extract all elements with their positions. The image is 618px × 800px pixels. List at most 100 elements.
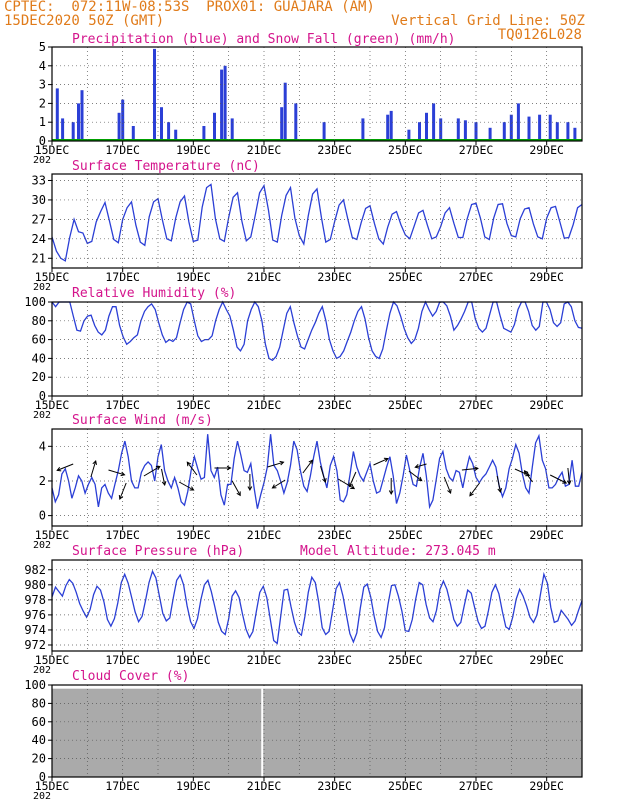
x-tick-label: 21DEC — [247, 398, 282, 412]
y-tick-label: 60 — [32, 333, 46, 347]
panel-frame — [51, 46, 583, 142]
x-tick-label: 29DEC — [529, 528, 564, 542]
x-tick-label: 27DEC — [459, 398, 494, 412]
wind-arrow-head — [226, 465, 232, 471]
precip-bar — [160, 107, 163, 141]
precip-bar — [548, 114, 552, 141]
wind-arrow-head — [497, 488, 503, 494]
precip-bar — [418, 122, 421, 141]
x-tick-label: 27DEC — [459, 779, 494, 793]
x-tick-label: 15DEC — [35, 398, 70, 412]
wind-arrow-head — [388, 490, 394, 496]
precip-bar — [566, 122, 570, 141]
panel-title: Relative Humidity (%) — [72, 286, 236, 301]
y-tick-label: 0 — [39, 770, 46, 784]
y-tick-label: 4 — [39, 59, 46, 73]
wind-arrow-head — [566, 480, 572, 486]
y-tick-label: 40 — [32, 733, 46, 747]
y-tick-label: 972 — [24, 638, 46, 652]
wind-arrow — [119, 482, 127, 500]
precip-bar — [439, 118, 443, 141]
x-year-label: 202 — [33, 540, 51, 551]
precip-bar — [61, 118, 65, 141]
x-tick-label: 27DEC — [459, 143, 494, 157]
wind-arrow-head — [155, 465, 161, 471]
x-tick-label: 25DEC — [388, 653, 423, 667]
x-tick-label: 19DEC — [176, 779, 211, 793]
precip-bar — [174, 129, 178, 141]
y-tick-label: 5 — [39, 40, 46, 54]
precip-bar — [294, 103, 298, 141]
panel-frame — [51, 173, 583, 269]
x-tick-label: 29DEC — [529, 398, 564, 412]
wind-arrow-head — [348, 482, 353, 488]
wind-arrow — [143, 465, 161, 477]
wind-arrow — [186, 461, 198, 476]
series-line — [51, 300, 583, 362]
wind-arrow — [302, 459, 313, 474]
model-altitude: Model Altitude: 273.045 m — [300, 544, 496, 559]
wind-arrow-head — [523, 469, 529, 475]
precip-bar — [220, 69, 224, 141]
precip-bar — [80, 90, 84, 141]
x-tick-label: 19DEC — [176, 398, 211, 412]
y-tick-label: 24 — [32, 232, 46, 246]
y-tick-label: 100 — [24, 678, 46, 692]
x-tick-label: 17DEC — [105, 398, 140, 412]
y-tick-label: 980 — [24, 578, 46, 592]
wind-arrow — [272, 479, 286, 489]
y-tick-label: 30 — [32, 193, 46, 207]
wind-arrow-head — [469, 491, 474, 497]
panel-4: 0 2 4 15DEC 17DEC 19DEC 21DEC 23DEC 25DEC 27DEC 29… — [33, 413, 583, 551]
panel-title: Precipitation (blue) and Snow Fall (gree… — [72, 32, 456, 47]
x-tick-label: 21DEC — [247, 653, 282, 667]
precip-bar — [280, 107, 284, 141]
y-tick-label: 0 — [39, 389, 46, 403]
precip-bar — [389, 110, 393, 141]
header-model-code: TQ0126L028 — [497, 27, 582, 43]
precip-bar — [121, 99, 125, 141]
cloud-cover-area — [52, 688, 582, 777]
precip-bar — [131, 126, 135, 141]
x-tick-label: 27DEC — [459, 528, 494, 542]
precip-bar — [117, 112, 121, 141]
x-tick-label: 15DEC — [35, 270, 70, 284]
precip-bar — [71, 122, 75, 141]
x-year-label: 202 — [33, 410, 51, 421]
x-tick-label: 25DEC — [388, 528, 423, 542]
x-tick-label: 15DEC — [35, 143, 70, 157]
y-tick-label: 40 — [32, 351, 46, 365]
y-tick-label: 80 — [32, 696, 46, 710]
wind-arrow-head — [308, 459, 314, 465]
wind-arrow-head — [189, 486, 195, 491]
panel-frame — [51, 559, 583, 652]
y-tick-label: 60 — [32, 715, 46, 729]
precip-bar — [213, 112, 216, 141]
x-tick-label: 17DEC — [105, 528, 140, 542]
x-tick-label: 19DEC — [176, 653, 211, 667]
x-tick-label: 21DEC — [247, 779, 282, 793]
wind-arrow — [461, 467, 478, 471]
wind-arrow-head — [118, 494, 124, 500]
wind-arrow-head — [383, 457, 389, 463]
x-tick-label: 29DEC — [529, 653, 564, 667]
wind-arrow — [567, 467, 570, 485]
wind-arrow-head — [247, 486, 253, 492]
wind-arrow-head — [414, 464, 420, 469]
panel-frame — [51, 301, 583, 397]
precip-bar — [167, 122, 171, 141]
x-tick-label: 17DEC — [105, 143, 140, 157]
x-tick-label: 25DEC — [388, 398, 423, 412]
x-tick-label: 15DEC — [35, 528, 70, 542]
y-tick-label: 2 — [39, 474, 46, 488]
y-tick-label: 33 — [32, 173, 46, 187]
wind-arrow-head — [236, 491, 241, 497]
y-tick-label: 978 — [24, 593, 46, 607]
x-tick-label: 21DEC — [247, 143, 282, 157]
precip-bar — [407, 129, 411, 141]
x-tick-label: 25DEC — [388, 779, 423, 793]
x-year-label: 202 — [33, 155, 51, 166]
precip-bar — [223, 65, 227, 141]
